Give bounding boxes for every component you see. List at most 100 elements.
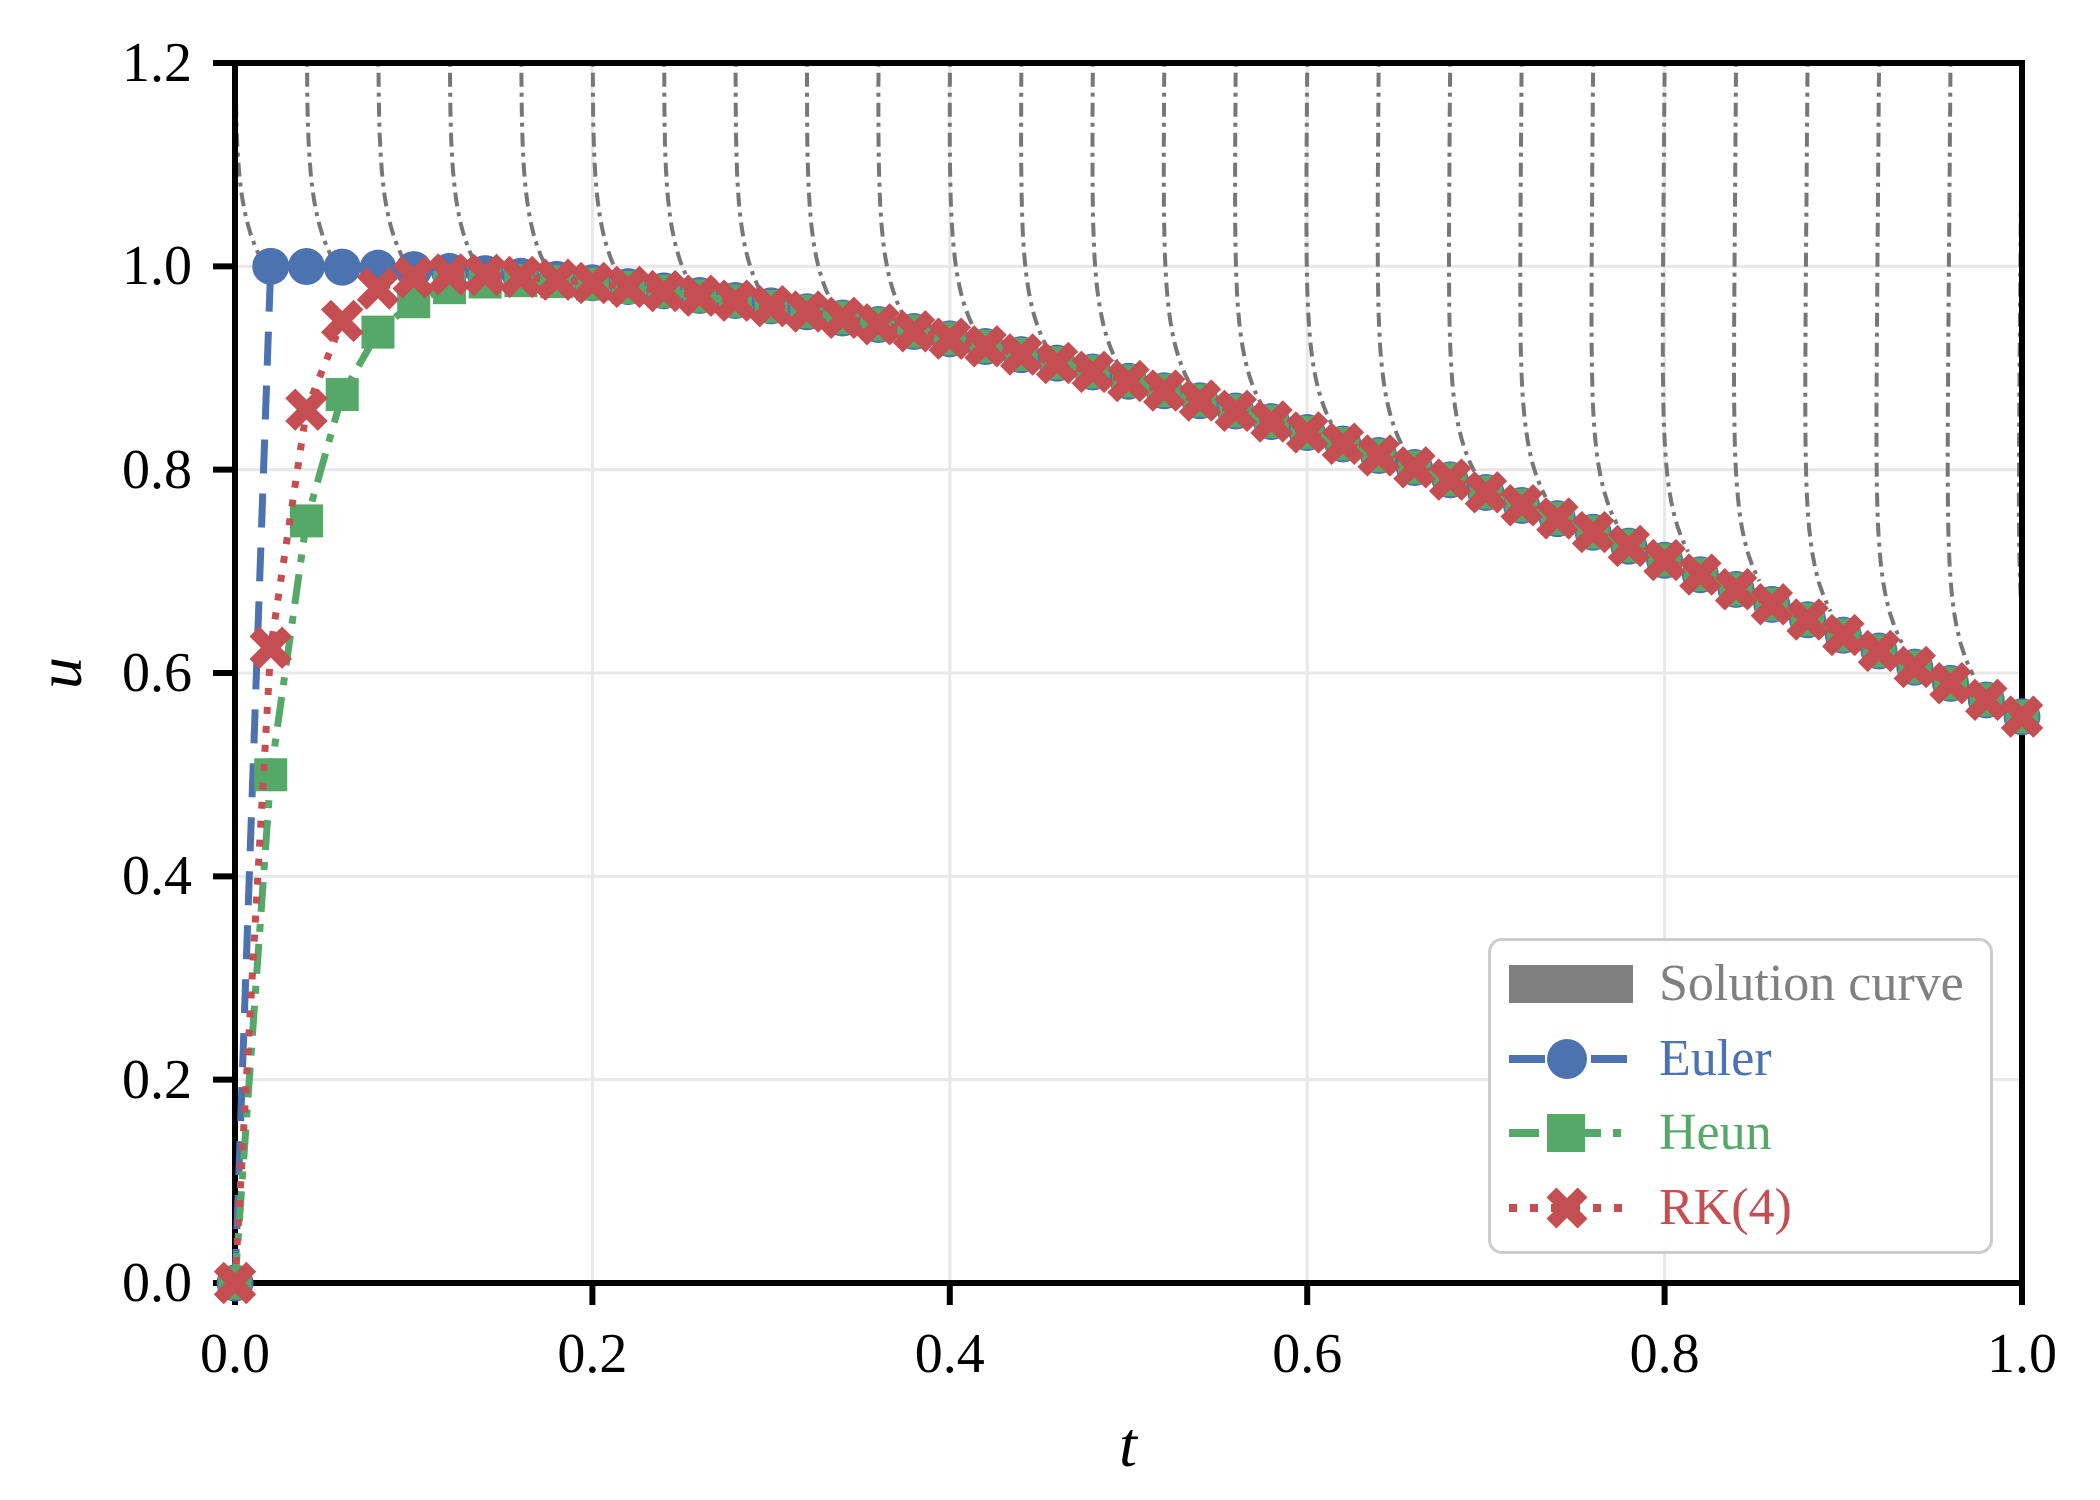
legend-label-solution-curve: Solution curve	[1659, 955, 1964, 1013]
rk4-marker	[1071, 350, 1114, 394]
rk4-marker	[321, 299, 364, 343]
y-tick-label: 1.2	[122, 32, 192, 94]
heun-marker	[289, 504, 323, 538]
solution-curve	[947, 63, 977, 332]
solution-curve	[662, 63, 692, 284]
series-rk4	[213, 253, 2044, 1305]
rk4-marker	[1428, 458, 1472, 501]
solution-curve	[1447, 63, 1477, 473]
solution-curve	[1732, 63, 1762, 582]
rk4-marker	[1714, 568, 1758, 611]
rk4-marker	[928, 317, 972, 360]
rk4-marker	[1107, 359, 1150, 403]
rk4-marker	[1250, 400, 1293, 443]
legend-entry-solution-curve: Solution curve	[1505, 949, 1990, 1019]
rk4-marker	[1786, 598, 1829, 641]
rk4-marker	[1321, 422, 1365, 465]
rk4-marker	[1857, 629, 1901, 673]
heun-marker	[361, 315, 395, 349]
rk4-marker	[1750, 583, 1794, 626]
rk4-marker	[571, 261, 614, 305]
rk4-marker	[606, 265, 650, 309]
legend-entry-heun: Heun	[1505, 1098, 1990, 1168]
solution-curve	[235, 63, 263, 260]
rk4-marker	[1893, 645, 1936, 689]
y-tick-label: 0.6	[122, 642, 192, 704]
y-tick-label: 1.0	[122, 235, 192, 298]
solution-curve	[590, 63, 620, 276]
x-tick-label: 0.8	[1629, 1323, 1700, 1385]
rk4-marker	[1285, 411, 1329, 454]
legend-label-rk4: RK(4)	[1659, 1178, 1792, 1236]
euler-marker	[287, 248, 325, 286]
rk4-marker	[213, 1261, 257, 1305]
legend-box: Solution curve Euler Heun	[1488, 938, 1993, 1254]
rk4-marker	[1929, 662, 1972, 705]
rk4-marker	[392, 256, 435, 299]
rk4-marker	[1357, 434, 1400, 477]
solution-curve	[1090, 63, 1120, 365]
rk4-marker	[821, 296, 864, 339]
rk4-marker	[857, 303, 900, 346]
rk4-marker	[1035, 341, 1079, 385]
heun-marker	[325, 378, 359, 412]
rk4-marker	[1965, 678, 2008, 722]
x-tick-label: 0.4	[914, 1323, 985, 1385]
rk4-marker	[535, 258, 578, 301]
rk4-marker	[1822, 613, 1865, 657]
solution-curve	[1803, 63, 1833, 613]
legend-swatch-solution-curve-icon	[1509, 965, 1633, 1004]
solution-curve	[1945, 63, 1975, 676]
euler-marker	[323, 248, 361, 286]
legend-label-euler: Euler	[1659, 1029, 1772, 1087]
rk4-marker	[964, 325, 1007, 368]
legend-swatch-heun-icon	[1509, 1114, 1633, 1153]
solution-curve	[1233, 63, 1263, 404]
rk4-marker	[1643, 538, 1686, 582]
rk4-marker	[463, 253, 507, 297]
axes-frame	[213, 60, 2025, 1305]
rk4-marker	[1143, 369, 1186, 412]
rk4-marker	[892, 310, 936, 353]
x-tick-label: 0.0	[200, 1323, 270, 1385]
rk4-marker	[1536, 497, 1579, 540]
solution-curve	[1874, 63, 1904, 644]
rk4-marker	[785, 290, 829, 333]
solution-curve	[1375, 63, 1405, 449]
legend-entry-rk4: RK(4)	[1505, 1173, 1990, 1243]
y-axis-label: u	[24, 657, 95, 689]
y-tick-label: 0.2	[122, 1048, 192, 1111]
solution-curve	[1589, 63, 1619, 525]
rk4-marker	[1500, 484, 1543, 527]
rk4-marker	[678, 274, 721, 317]
solution-curve	[1304, 63, 1334, 426]
rk4-marker	[1607, 524, 1651, 568]
solution-curve-family	[235, 63, 2022, 676]
rk4-marker	[749, 284, 793, 328]
solution-curve	[876, 63, 906, 317]
legend-entry-euler: Euler	[1505, 1024, 1990, 1094]
rk4-marker	[428, 253, 471, 296]
rk4-marker	[1178, 379, 1222, 422]
x-tick-label: 0.2	[557, 1323, 628, 1385]
rk4-marker	[249, 626, 292, 669]
solution-curve	[376, 63, 406, 261]
rk4-marker	[499, 255, 543, 299]
solution-curve	[1660, 63, 1690, 553]
rk4-marker	[2000, 695, 2044, 738]
euler-marker	[252, 247, 290, 285]
solution-curve	[1161, 63, 1191, 384]
rk4-marker	[1571, 510, 1615, 554]
legend-label-heun: Heun	[1659, 1104, 1772, 1162]
solution-curve	[1019, 63, 1049, 348]
rk4-marker	[1679, 553, 1722, 596]
rk4-marker	[1464, 471, 1508, 514]
legend-swatch-rk4-icon	[1509, 1187, 1633, 1229]
rk4-marker	[285, 388, 328, 431]
y-tick-label: 0.8	[122, 438, 192, 501]
rk4-marker	[642, 269, 686, 313]
solution-curve	[1518, 63, 1548, 498]
legend-swatch-euler-icon	[1509, 1038, 1633, 1079]
